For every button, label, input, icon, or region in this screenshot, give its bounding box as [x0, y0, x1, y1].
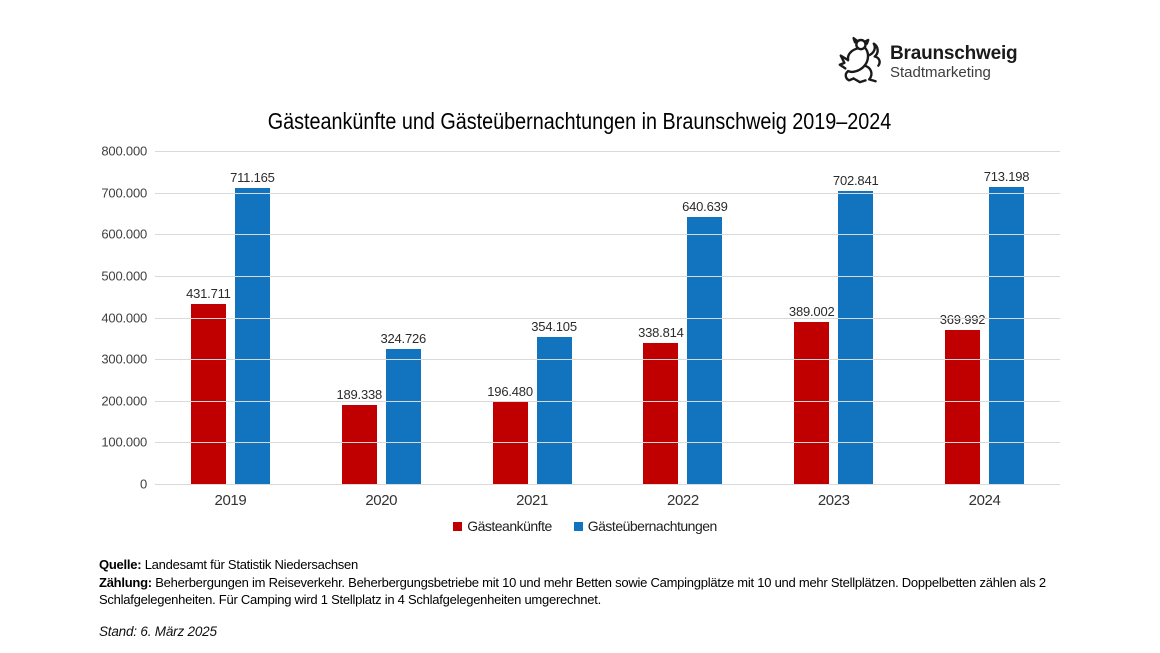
value-label: 389.002 — [788, 304, 835, 320]
legend-label: Gästeankünfte — [467, 518, 552, 534]
gridline — [155, 359, 1060, 361]
value-label: 713.198 — [983, 169, 1030, 185]
x-axis-tick-label: 2023 — [817, 492, 850, 509]
bar-2023-gästeübernachtungen: 702.841 — [833, 173, 879, 484]
gridline — [155, 400, 1060, 402]
braunschweig-lion-icon — [838, 36, 881, 84]
bar-2022-gästeübernachtungen: 640.639 — [682, 199, 728, 484]
value-label: 369.992 — [939, 312, 986, 327]
x-axis-tick-label: 2022 — [667, 492, 699, 509]
gridline — [155, 151, 1060, 152]
method-text: Beherbergungen im Reiseverkehr. Beherber… — [99, 574, 1046, 608]
source-text: Landesamt für Statistik Niedersachsen — [144, 557, 359, 572]
logo-title: Braunschweig — [890, 43, 1018, 64]
bar-group-2024: 369.992 713.198 — [909, 151, 1060, 484]
legend-swatch-icon — [573, 521, 583, 531]
y-axis-tick-label: 600.000 — [101, 226, 147, 242]
bar-2020-gästeübernachtungen: 324.726 — [380, 331, 426, 484]
legend-item-gästeübernachtungen: Gästeübernachtungen — [573, 518, 718, 534]
gridline — [155, 192, 1060, 194]
bar-2024-gästeübernachtungen: 713.198 — [984, 169, 1030, 484]
value-label: 189.338 — [336, 387, 383, 403]
x-axis: 2019 2020 2021 2022 2023 2024 — [155, 492, 1060, 509]
y-axis-tick-label: 100.000 — [101, 434, 147, 450]
bar-group-2020: 189.338 324.726 — [306, 151, 457, 484]
bar-2024-gästeankünfte: 369.992 — [940, 312, 986, 484]
bar-group-2022: 338.814 640.639 — [607, 151, 758, 484]
value-label: 338.814 — [638, 324, 684, 340]
y-axis-tick-label: 0 — [139, 476, 147, 492]
gridline — [155, 275, 1060, 277]
source-label: Quelle: — [99, 557, 142, 572]
y-axis-tick-label: 400.000 — [101, 310, 147, 325]
source-line: Quelle: Landesamt für Statistik Niedersa… — [99, 556, 1107, 574]
plot-area: 431.711 711.165 189.338 324.726 196.480 354.1… — [155, 151, 1060, 485]
value-label: 702.841 — [832, 173, 879, 189]
x-axis-tick-label: 2020 — [365, 492, 398, 509]
y-axis-tick-label: 500.000 — [101, 268, 147, 284]
gridline — [155, 484, 1060, 485]
method-line: Zählung: Beherbergungen im Reiseverkehr.… — [99, 574, 1107, 609]
bar-groups: 431.711 711.165 189.338 324.726 196.480 354.1… — [155, 151, 1060, 484]
y-axis-tick-label: 800.000 — [101, 143, 147, 159]
status-date: Stand: 6. März 2025 — [99, 624, 217, 639]
value-label: 431.711 — [186, 286, 231, 302]
bar-2023-gästeankünfte: 389.002 — [789, 304, 835, 484]
gridline — [155, 234, 1060, 236]
value-label: 196.480 — [487, 384, 533, 400]
legend-swatch-icon — [453, 521, 463, 531]
y-axis-tick-label: 300.000 — [101, 351, 147, 367]
bar-group-2023: 389.002 702.841 — [758, 151, 909, 484]
bar-2021-gästeübernachtungen: 354.105 — [531, 319, 577, 484]
method-label: Zählung: — [99, 574, 152, 590]
y-axis-tick-label: 700.000 — [101, 185, 147, 201]
chart-title: Gästeankünfte und Gästeübernachtungen in… — [268, 108, 892, 134]
legend-label: Gästeübernachtungen — [587, 518, 718, 534]
bar-group-2019: 431.711 711.165 — [155, 151, 306, 484]
bar-2022-gästeankünfte: 338.814 — [638, 325, 684, 484]
logo-subtitle: Stadtmarketing — [890, 64, 991, 81]
braunschweig-stadtmarketing-logo: Braunschweig Stadtmarketing — [838, 36, 1018, 88]
bar-2020-gästeankünfte: 189.338 — [336, 387, 382, 484]
y-axis: 0 100.000 200.000 300.000 400.000 500.000 600.… — [40, 144, 147, 492]
x-axis-tick-label: 2019 — [214, 492, 247, 509]
logo-text: Braunschweig Stadtmarketing — [890, 43, 1018, 81]
x-axis-tick-label: 2021 — [516, 492, 548, 509]
legend: Gästeankünfte Gästeübernachtungen — [80, 518, 1090, 534]
footnotes: Quelle: Landesamt für Statistik Niedersa… — [99, 556, 1107, 609]
bar-2019-gästeübernachtungen: 711.165 — [230, 170, 275, 484]
value-label: 324.726 — [380, 330, 427, 346]
gridline — [155, 442, 1060, 444]
value-label: 711.165 — [230, 169, 275, 185]
x-axis-tick-label: 2024 — [968, 492, 1001, 509]
value-label: 640.639 — [682, 199, 728, 215]
bar-2019-gästeankünfte: 431.711 — [186, 286, 231, 484]
gridline — [155, 317, 1060, 319]
value-label: 354.105 — [531, 318, 577, 334]
y-axis-tick-label: 200.000 — [101, 393, 147, 409]
legend-item-gästeankünfte: Gästeankünfte — [453, 518, 552, 534]
